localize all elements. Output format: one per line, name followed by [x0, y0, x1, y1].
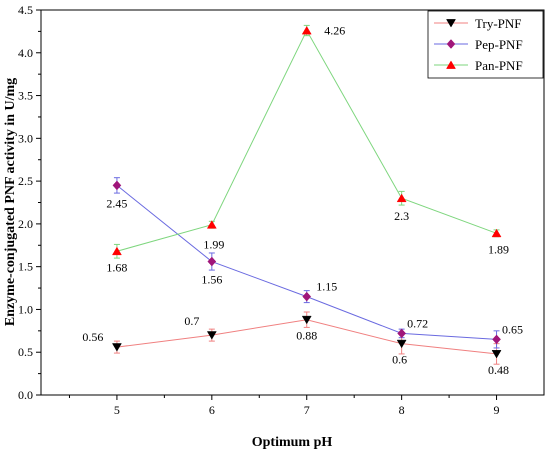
legend-label: Pep-PNF [475, 37, 523, 52]
data-label: 1.68 [106, 260, 127, 274]
data-point [397, 328, 407, 339]
data-label: 1.99 [203, 238, 224, 252]
x-axis-title: Optimum pH [252, 435, 333, 450]
y-tick-label: 0.0 [18, 388, 33, 402]
legend-swatch-marker [446, 60, 456, 69]
data-label: 0.7 [184, 314, 199, 328]
legend: Try-PNF Pep-PNF Pan-PNF [427, 10, 544, 79]
data-label: 1.15 [316, 280, 337, 294]
y-tick-label: 2.5 [18, 174, 33, 188]
data-label: 2.3 [394, 209, 409, 223]
data-point [301, 315, 312, 325]
data-point [492, 334, 501, 345]
x-tick-label: 6 [209, 403, 215, 417]
legend-swatch-marker [446, 39, 456, 49]
data-point [111, 343, 122, 352]
data-label: 1.56 [201, 273, 222, 287]
series-pep-pnf: 2.45 1.56 1.15 0.72 0.65 [106, 177, 523, 349]
data-point [491, 350, 502, 359]
data-point [302, 291, 312, 302]
data-label: 4.26 [324, 24, 345, 38]
legend-label: Pan-PNF [475, 58, 523, 73]
data-point [301, 25, 312, 35]
y-tick-label: 3.5 [18, 89, 33, 103]
x-tick-label: 9 [494, 403, 500, 417]
data-label: 0.56 [82, 330, 103, 344]
plot-layer: 0.56 0.7 0.88 0.6 0.48 2.45 1.56 1.15 0.72 0.65 1.… [82, 24, 523, 377]
y-tick-label: 4.0 [18, 46, 33, 60]
legend-swatch-marker [446, 19, 456, 28]
data-label: 2.45 [106, 196, 127, 210]
data-point [207, 256, 217, 267]
data-point [206, 220, 217, 229]
x-tick-label: 8 [399, 403, 405, 417]
data-point [112, 180, 122, 191]
legend-label: Try-PNF [475, 16, 522, 31]
data-label: 0.65 [502, 322, 523, 336]
y-axis-title: Enzyme-conjugated PNF activity in U/mg [3, 78, 18, 326]
data-point [111, 246, 122, 256]
y-tick-label: 1.5 [18, 260, 33, 274]
axes-layer: 5 6 7 8 9 0.0 0.5 1.0 1.5 2.0 2.5 3.0 3.5 4.0 4.5 [18, 3, 500, 417]
data-point [396, 339, 407, 349]
data-label: 0.88 [296, 329, 317, 343]
y-tick-label: 4.5 [18, 3, 33, 17]
data-point [206, 331, 217, 340]
y-tick-label: 0.5 [18, 345, 33, 359]
y-tick-label: 1.0 [18, 302, 33, 316]
data-label: 0.72 [407, 316, 428, 330]
x-tick-label: 5 [114, 403, 120, 417]
data-label: 0.48 [488, 363, 509, 377]
data-point [396, 193, 407, 203]
y-tick-label: 3.0 [18, 131, 33, 145]
series-pan-pnf: 1.68 1.99 4.26 2.3 1.89 [106, 24, 509, 275]
x-tick-label: 7 [304, 403, 310, 417]
data-point [491, 228, 502, 238]
data-label: 1.89 [488, 242, 509, 256]
data-label: 0.6 [392, 353, 407, 367]
series-try-pnf: 0.56 0.7 0.88 0.6 0.48 [82, 311, 509, 377]
y-tick-label: 2.0 [18, 217, 33, 231]
